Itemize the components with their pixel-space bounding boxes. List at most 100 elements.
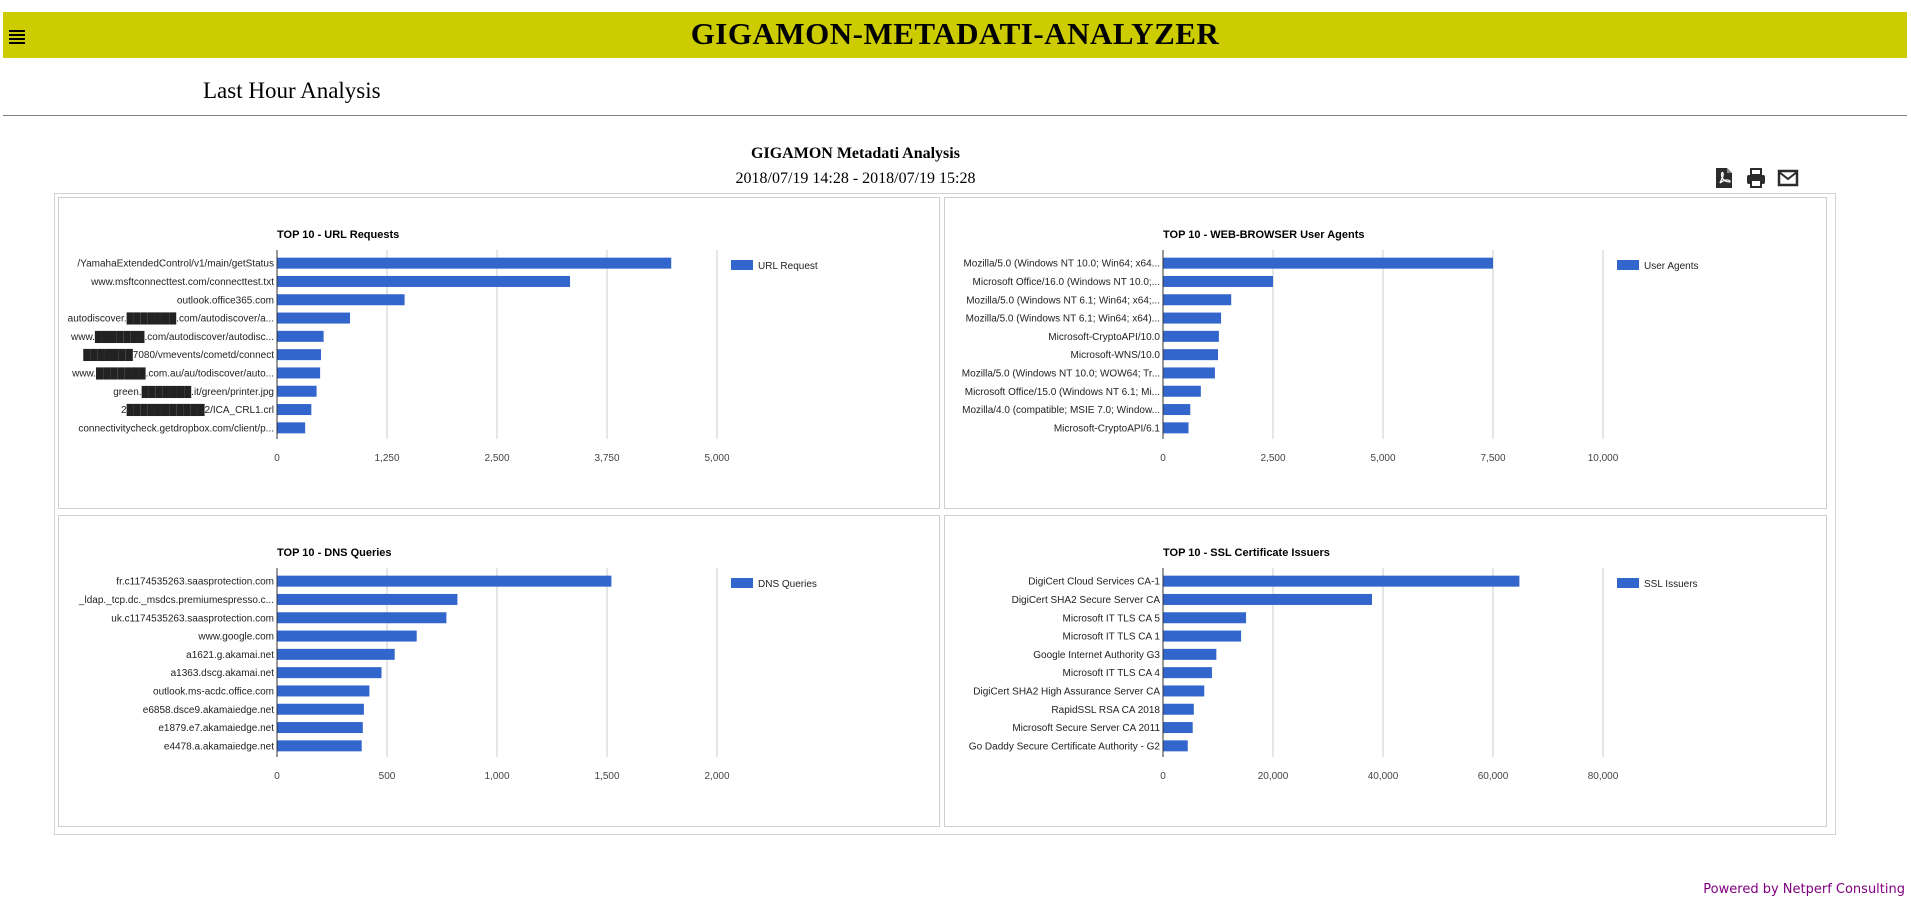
x-tick-label: 10,000 [1588,453,1619,464]
ssl-issuers-bar[interactable] [1163,630,1242,642]
y-category-label: Microsoft IT TLS CA 4 [1063,668,1161,679]
legend-label: SSL Issuers [1644,579,1698,590]
legend-label: DNS Queries [758,579,817,590]
ssl-issuers-bar[interactable] [1163,685,1205,697]
y-category-label: Microsoft-CryptoAPI/10.0 [1048,332,1160,343]
y-category-label: Microsoft Office/15.0 (Windows NT 6.1; M… [965,387,1160,398]
dns-queries-bar[interactable] [277,667,382,679]
email-button[interactable] [1777,167,1799,189]
pdf-export-button[interactable] [1713,167,1735,189]
y-category-label: Microsoft-CryptoAPI/6.1 [1054,423,1161,434]
y-category-label: DigiCert Cloud Services CA-1 [1028,577,1160,588]
x-tick-label: 80,000 [1588,771,1619,782]
user-agents-bar[interactable] [1163,257,1493,269]
print-button[interactable] [1745,167,1767,189]
ssl-issuers-bar[interactable] [1163,575,1520,587]
chart-panel-dns-queries: TOP 10 - DNS Queries 0 500 1,000 1,500 2,000 f… [58,515,940,827]
ssl-issuers-bar[interactable] [1163,612,1247,624]
user-agents-bar[interactable] [1163,312,1222,324]
y-category-label: outlook.ms-acdc.office.com [153,686,274,697]
y-category-label: ███████7080/vmevents/cometd/connect [83,348,274,362]
chart-title: TOP 10 - SSL Certificate Issuers [1163,547,1330,559]
user-agents-bar[interactable] [1163,367,1215,379]
y-category-label: DigiCert SHA2 Secure Server CA [1012,595,1161,606]
chart-panel-user-agents: TOP 10 - WEB-BROWSER User Agents 0 2,500 5,… [944,197,1827,509]
report-date-range: 2018/07/19 14:28 - 2018/07/19 15:28 [735,170,976,187]
x-tick-label: 1,250 [374,453,399,464]
y-category-label: www.google.com [197,632,274,643]
ssl-issuers-bar[interactable] [1163,593,1372,605]
user-agents-bar[interactable] [1163,330,1219,342]
y-category-label: connectivitycheck.getdropbox.com/client/… [78,423,274,434]
header-bar: GIGAMON-METADATI-ANALYZER [3,12,1907,58]
app-title: GIGAMON-METADATI-ANALYZER [690,16,1220,51]
dns-queries-bar[interactable] [277,593,458,605]
x-tick-label: 7,500 [1480,453,1505,464]
y-category-label: www.███████.com/autodiscover/autodisc... [70,330,274,344]
y-category-label: e6858.dsce9.akamaiedge.net [143,705,274,716]
dns-queries-bar[interactable] [277,685,370,697]
x-tick-label: 500 [379,771,396,782]
y-category-label: Mozilla/4.0 (compatible; MSIE 7.0; Windo… [962,405,1160,416]
user-agents-bar[interactable] [1163,294,1232,306]
y-category-label: Mozilla/5.0 (Windows NT 10.0; WOW64; Tr.… [962,368,1160,379]
url-request-bar[interactable] [277,294,405,306]
legend-swatch [731,578,753,588]
url-request-bar[interactable] [277,367,321,379]
hamburger-icon[interactable] [9,30,25,44]
url-request-bar[interactable] [277,312,351,324]
x-tick-label: 5,000 [1370,453,1395,464]
y-category-label: e4478.a.akamaiedge.net [164,741,274,752]
legend-label: URL Request [758,261,818,272]
ssl-issuers-bar[interactable] [1163,667,1212,679]
y-category-label: a1363.dscg.akamai.net [171,668,275,679]
dns-queries-chart: TOP 10 - DNS Queries 0 500 1,000 1,500 2,000 f… [78,547,817,782]
dns-queries-bar[interactable] [277,722,363,734]
url-request-bar[interactable] [277,422,306,434]
user-agents-chart: TOP 10 - WEB-BROWSER User Agents 0 2,500 5,… [962,229,1699,464]
y-category-label: a1621.g.akamai.net [186,650,274,661]
y-category-label: autodiscover.███████.com/autodiscover/a.… [68,312,274,326]
chart-title: TOP 10 - DNS Queries [277,547,392,559]
printer-icon [1747,168,1765,188]
report-title: GIGAMON Metadati Analysis [751,145,960,162]
chart-panel-ssl-issuers: TOP 10 - SSL Certificate Issuers 0 20,000 4… [944,515,1827,827]
ssl-issuers-bar[interactable] [1163,648,1217,660]
dns-queries-bar[interactable] [277,740,362,752]
dns-queries-bar[interactable] [277,575,612,587]
charts-container [54,193,1836,835]
user-agents-bar[interactable] [1163,275,1273,287]
url-request-bar[interactable] [277,349,321,361]
y-category-label: Microsoft Office/16.0 (Windows NT 10.0;.… [973,277,1160,288]
user-agents-bar[interactable] [1163,404,1191,416]
user-agents-bar[interactable] [1163,422,1189,434]
dns-queries-bar[interactable] [277,630,417,642]
x-tick-label: 0 [274,453,280,464]
chart-title: TOP 10 - WEB-BROWSER User Agents [1163,229,1365,241]
y-category-label: uk.c1174535263.saasprotection.com [111,613,274,624]
user-agents-bar[interactable] [1163,385,1201,397]
url-request-bar[interactable] [277,275,571,287]
url-request-bar[interactable] [277,257,672,269]
x-tick-label: 40,000 [1368,771,1399,782]
legend-swatch [731,260,753,270]
legend-swatch [1617,578,1639,588]
y-category-label: Go Daddy Secure Certificate Authority - … [969,741,1161,752]
x-tick-label: 2,000 [704,771,729,782]
ssl-issuers-chart: TOP 10 - SSL Certificate Issuers 0 20,000 4… [969,547,1698,782]
ssl-issuers-bar[interactable] [1163,740,1188,752]
dns-queries-bar[interactable] [277,612,447,624]
ssl-issuers-bar[interactable] [1163,703,1194,715]
y-category-label: www.msftconnecttest.com/connecttest.txt [90,277,274,288]
url-request-bar[interactable] [277,404,312,416]
ssl-issuers-bar[interactable] [1163,722,1193,734]
envelope-icon [1777,169,1799,187]
dns-queries-bar[interactable] [277,703,364,715]
y-category-label: Google Internet Authority G3 [1033,650,1160,661]
url-request-bar[interactable] [277,385,317,397]
dns-queries-bar[interactable] [277,648,395,660]
url-request-bar[interactable] [277,330,324,342]
user-agents-bar[interactable] [1163,349,1218,361]
y-category-label: 2███████████2/ICA_CRL1.crl [121,403,274,417]
y-category-label: e1879.e7.akamaiedge.net [158,723,274,734]
